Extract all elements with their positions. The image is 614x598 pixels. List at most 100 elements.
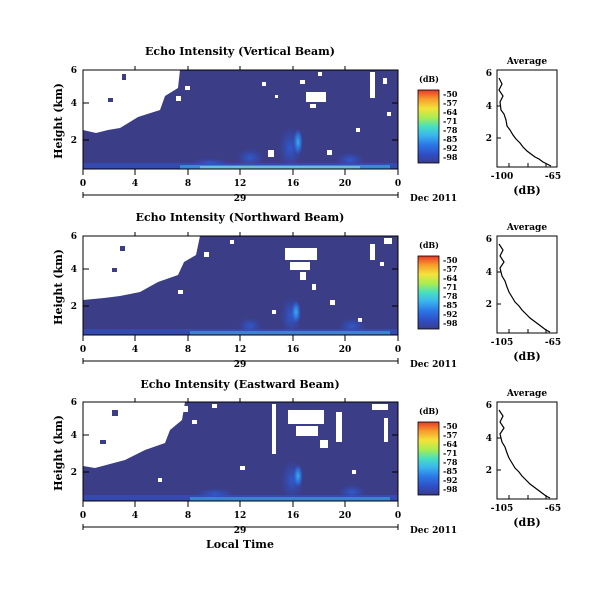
chart-title: Echo Intensity (Northward Beam): [136, 211, 345, 224]
date-bar: 29 Dec 2011: [82, 358, 457, 370]
x-tick-label: 20: [339, 511, 352, 521]
colorbar-tick: -71: [443, 282, 457, 292]
avg-x-axis-label: (dB): [513, 516, 540, 529]
x-axis-label: Local Time: [206, 538, 274, 551]
colorbar-tick: -57: [443, 264, 457, 274]
colorbar-tick: -78: [443, 291, 458, 301]
avg-x-tick-label: -65: [545, 172, 561, 182]
average-profile-line: [498, 243, 551, 333]
missing-data-region: [83, 70, 391, 157]
colorbar: (dB) -50 -57 -64 -71 -78 -85 -92 -98: [417, 406, 458, 496]
avg-y-tick-label: 6: [486, 235, 492, 245]
x-tick-label: 0: [80, 179, 86, 189]
echo-enhancement: [83, 460, 398, 501]
average-profile-panel: Average 2 4 6 -105 -65 (dB): [486, 389, 561, 529]
colorbar-tick: -50: [443, 89, 458, 99]
colorbar-tick: -50: [443, 421, 458, 431]
panel-northward-beam: Echo Intensity (Northward Beam) Height (…: [52, 211, 561, 370]
average-title: Average: [506, 389, 547, 399]
y-tick-label: 4: [71, 99, 77, 109]
x-tick-label: 0: [395, 511, 401, 521]
echo-enhancement: [83, 126, 398, 170]
x-tick-label: 0: [80, 511, 86, 521]
x-tick-label: 8: [185, 345, 191, 355]
x-tick-label: 4: [132, 345, 138, 355]
colorbar-tick: -92: [443, 475, 457, 485]
x-tick-label: 0: [80, 345, 86, 355]
colorbar-tick: -98: [443, 318, 458, 328]
x-axis: 0 4 8 12 16 20 0: [80, 66, 401, 189]
x-axis: 0 4 8 12 16 20 0: [80, 398, 401, 521]
colorbar-tick: -71: [443, 448, 457, 458]
month-label: Dec 2011: [410, 526, 457, 536]
colorbar-title: (dB): [419, 240, 439, 250]
y-tick-label: 6: [71, 232, 77, 242]
y-tick-label: 2: [71, 468, 77, 478]
avg-y-tick-label: 6: [486, 69, 492, 79]
avg-x-tick-label: -105: [491, 338, 514, 348]
avg-x-tick-label: -100: [491, 172, 514, 182]
colorbar-tick: -92: [443, 143, 457, 153]
y-axis: 2 4 6: [71, 232, 398, 312]
day-label: 29: [234, 194, 247, 204]
y-axis-label: Height (km): [52, 249, 65, 325]
x-tick-label: 8: [185, 179, 191, 189]
x-axis: 0 4 8 12 16 20 0: [80, 232, 401, 355]
avg-y-tick-label: 6: [486, 401, 492, 411]
avg-x-tick-label: -65: [545, 504, 561, 514]
x-tick-label: 20: [339, 345, 352, 355]
colorbar-tick: -64: [443, 273, 458, 283]
chart-title: Echo Intensity (Eastward Beam): [140, 378, 339, 391]
heatmap-field: [82, 235, 399, 336]
x-tick-label: 16: [287, 179, 300, 189]
y-axis: 2 4 6: [71, 66, 398, 146]
avg-x-tick-label: -65: [545, 338, 561, 348]
x-tick-label: 12: [234, 511, 247, 521]
colorbar-tick: -64: [443, 439, 458, 449]
x-tick-label: 0: [395, 179, 401, 189]
x-tick-label: 4: [132, 511, 138, 521]
x-tick-label: 20: [339, 179, 352, 189]
avg-x-axis-label: (dB): [513, 184, 540, 197]
average-profile-panel: Average 2 4 6 -100 -65 (dB): [486, 57, 561, 197]
month-label: Dec 2011: [410, 360, 457, 370]
colorbar-tick: -57: [443, 98, 457, 108]
colorbar-tick: -98: [443, 484, 458, 494]
avg-x-tick-label: -105: [491, 504, 514, 514]
echo-enhancement: [83, 296, 398, 336]
colorbar-tick: -50: [443, 255, 458, 265]
avg-y-tick-label: 2: [486, 300, 492, 310]
day-label: 29: [234, 360, 247, 370]
x-tick-label: 0: [395, 345, 401, 355]
date-bar: 29 Dec 2011 Local Time: [82, 524, 457, 551]
y-tick-label: 4: [71, 265, 77, 275]
average-profile-line: [498, 77, 552, 167]
missing-data-region: [83, 236, 392, 322]
avg-x-axis-label: (dB): [513, 350, 540, 363]
x-tick-label: 16: [287, 511, 300, 521]
colorbar-tick: -71: [443, 116, 457, 126]
avg-y-tick-label: 4: [486, 434, 492, 444]
avg-y-tick-label: 2: [486, 134, 492, 144]
x-tick-label: 12: [234, 345, 247, 355]
colorbar-tick: -98: [443, 152, 458, 162]
average-title: Average: [506, 223, 547, 233]
day-label: 29: [234, 526, 247, 536]
colorbar-tick: -85: [443, 466, 457, 476]
y-tick-label: 6: [71, 66, 77, 76]
missing-data-region: [83, 402, 388, 482]
colorbar-tick: -92: [443, 309, 457, 319]
colorbar-title: (dB): [419, 406, 439, 416]
x-tick-label: 12: [234, 179, 247, 189]
avg-y-tick-label: 4: [486, 102, 492, 112]
avg-y-tick-label: 4: [486, 268, 492, 278]
avg-y-tick-label: 2: [486, 466, 492, 476]
x-tick-label: 16: [287, 345, 300, 355]
date-bar: 29 Dec 2011: [82, 192, 457, 204]
colorbar: (dB) -50 -57 -64 -71 -78 -85 -92 -98: [417, 240, 458, 330]
average-profile-panel: Average 2 4 6 -105 -65 (dB): [486, 223, 561, 363]
heatmap-field: [82, 69, 399, 170]
colorbar-tick: -78: [443, 457, 458, 467]
y-tick-label: 2: [71, 136, 77, 146]
